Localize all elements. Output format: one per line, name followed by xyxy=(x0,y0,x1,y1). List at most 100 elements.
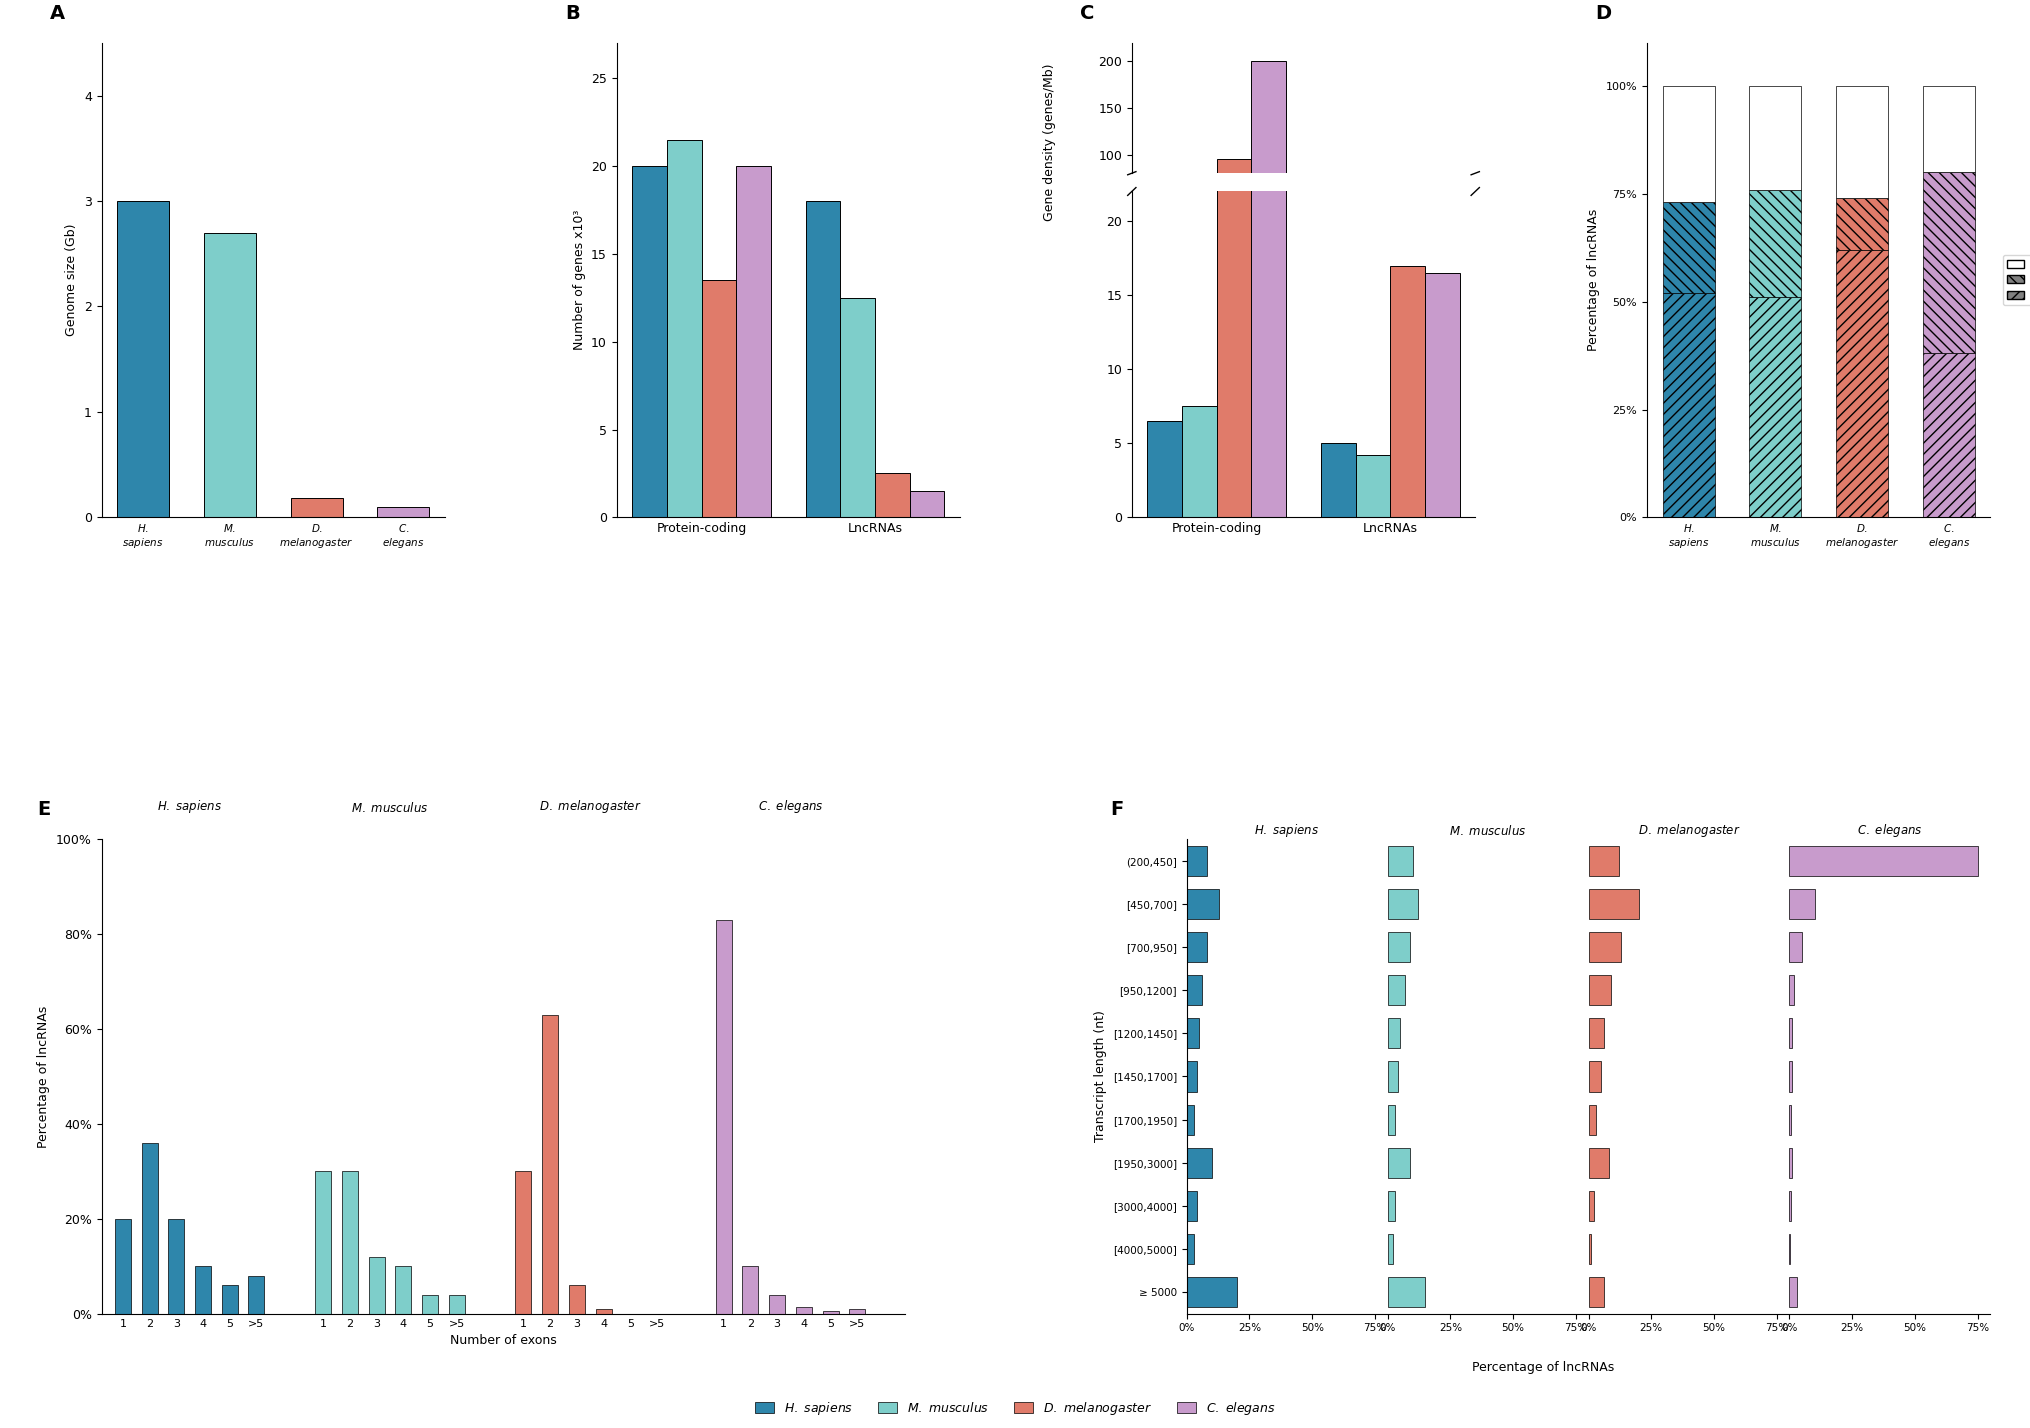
Title: $\it{D.}$ $\it{melanogaster}$: $\it{D.}$ $\it{melanogaster}$ xyxy=(1636,823,1740,840)
Bar xyxy=(1186,1061,1196,1091)
Bar xyxy=(1587,1234,1589,1264)
Bar xyxy=(1386,1234,1393,1264)
Bar xyxy=(1186,1277,1236,1307)
Bar xyxy=(542,1015,558,1314)
Bar xyxy=(221,1285,238,1314)
Bar xyxy=(1425,273,1460,517)
Text: $\it{D.}$ $\it{melanogaster}$: $\it{D.}$ $\it{melanogaster}$ xyxy=(538,798,641,815)
Bar xyxy=(1587,975,1610,1005)
Bar xyxy=(1587,1148,1608,1178)
Text: $\it{M.}$ $\it{musculus}$: $\it{M.}$ $\it{musculus}$ xyxy=(351,801,428,815)
Bar xyxy=(1386,1191,1395,1221)
Legend: $\it{H.}$ $\it{sapiens}$, $\it{M.}$ $\it{musculus}$, $\it{D.}$ $\it{melanogaster: $\it{H.}$ $\it{sapiens}$, $\it{M.}$ $\it… xyxy=(749,1395,1281,1422)
Bar xyxy=(1147,241,1181,247)
Bar xyxy=(737,166,771,517)
Bar xyxy=(1186,932,1206,962)
Bar xyxy=(1186,888,1218,920)
Text: $\it{C.}$ $\it{elegans}$: $\it{C.}$ $\it{elegans}$ xyxy=(757,798,822,815)
Bar xyxy=(1922,86,1973,173)
Bar xyxy=(806,201,840,517)
Bar xyxy=(203,233,256,517)
Bar xyxy=(1386,1018,1399,1048)
Bar xyxy=(595,1309,611,1314)
X-axis label: Number of exons: Number of exons xyxy=(451,1334,556,1347)
Bar xyxy=(1391,231,1425,247)
Bar xyxy=(168,1220,185,1314)
Bar xyxy=(1922,173,1973,354)
Bar xyxy=(1587,932,1620,962)
Bar xyxy=(516,1171,532,1314)
Bar xyxy=(743,1267,757,1314)
Bar xyxy=(1587,888,1638,920)
Bar xyxy=(116,1220,130,1314)
Bar xyxy=(1788,1061,1790,1091)
Y-axis label: Percentage of lncRNAs: Percentage of lncRNAs xyxy=(1585,208,1600,351)
Bar xyxy=(1663,203,1713,293)
Y-axis label: Gene density (genes/Mb): Gene density (genes/Mb) xyxy=(1043,64,1056,221)
Bar xyxy=(1748,86,1801,190)
Bar xyxy=(1186,1148,1212,1178)
Bar xyxy=(341,1171,357,1314)
Bar xyxy=(822,1311,838,1314)
Text: C: C xyxy=(1080,4,1094,23)
Bar xyxy=(1386,1104,1395,1135)
Bar xyxy=(1181,407,1216,517)
Bar xyxy=(1186,975,1202,1005)
Bar xyxy=(875,474,909,517)
Bar xyxy=(1587,1018,1604,1048)
Bar xyxy=(1186,1018,1198,1048)
Bar xyxy=(700,280,737,517)
Bar xyxy=(1587,1061,1600,1091)
Bar xyxy=(1250,0,1285,517)
Bar xyxy=(1250,61,1285,247)
Bar xyxy=(715,920,731,1314)
Bar xyxy=(142,1142,158,1314)
Text: Percentage of lncRNAs: Percentage of lncRNAs xyxy=(1472,1361,1614,1374)
Text: E: E xyxy=(37,801,51,820)
Bar xyxy=(1186,1191,1196,1221)
Text: F: F xyxy=(1110,801,1123,820)
Bar xyxy=(1748,297,1801,517)
Bar xyxy=(1147,421,1181,517)
Bar xyxy=(422,1295,438,1314)
Bar xyxy=(367,1257,384,1314)
Bar xyxy=(1186,845,1206,875)
Bar xyxy=(1386,1061,1397,1091)
Bar xyxy=(840,297,875,517)
Bar xyxy=(1386,1148,1409,1178)
Bar xyxy=(1425,233,1460,247)
Title: $\it{C.}$ $\it{elegans}$: $\it{C.}$ $\it{elegans}$ xyxy=(1855,823,1922,840)
Bar xyxy=(1354,456,1391,517)
Bar xyxy=(1788,888,1813,920)
Y-axis label: Genome size (Gb): Genome size (Gb) xyxy=(65,224,79,337)
Bar xyxy=(1391,266,1425,517)
Bar xyxy=(248,1275,264,1314)
Bar xyxy=(1216,160,1250,247)
Bar xyxy=(1216,0,1250,517)
Bar xyxy=(449,1295,465,1314)
Title: $\it{M.}$ $\it{musculus}$: $\it{M.}$ $\it{musculus}$ xyxy=(1449,824,1527,838)
Bar xyxy=(1386,888,1417,920)
Bar xyxy=(1922,354,1973,517)
Bar xyxy=(568,1285,585,1314)
Bar xyxy=(1835,250,1888,517)
Bar xyxy=(1386,932,1409,962)
Title: $\it{H.}$ $\it{sapiens}$: $\it{H.}$ $\it{sapiens}$ xyxy=(1255,823,1320,840)
Bar xyxy=(378,507,428,517)
Bar xyxy=(1663,293,1713,517)
Bar xyxy=(1788,845,1977,875)
Legend: Exonic, Intronic, Intergenic: Exonic, Intronic, Intergenic xyxy=(2002,256,2030,306)
Y-axis label: Number of genes x10³: Number of genes x10³ xyxy=(572,210,585,350)
Bar xyxy=(1788,1018,1790,1048)
Bar xyxy=(1788,1148,1790,1178)
Bar xyxy=(1186,1104,1194,1135)
Bar xyxy=(1386,845,1413,875)
Text: D: D xyxy=(1596,4,1610,23)
Text: $\it{H.}$ $\it{sapiens}$: $\it{H.}$ $\it{sapiens}$ xyxy=(156,798,221,815)
Bar xyxy=(315,1171,331,1314)
Bar xyxy=(118,201,168,517)
Bar xyxy=(1320,443,1354,517)
Bar xyxy=(1788,1277,1797,1307)
Bar xyxy=(1835,86,1888,198)
Bar xyxy=(396,1267,412,1314)
